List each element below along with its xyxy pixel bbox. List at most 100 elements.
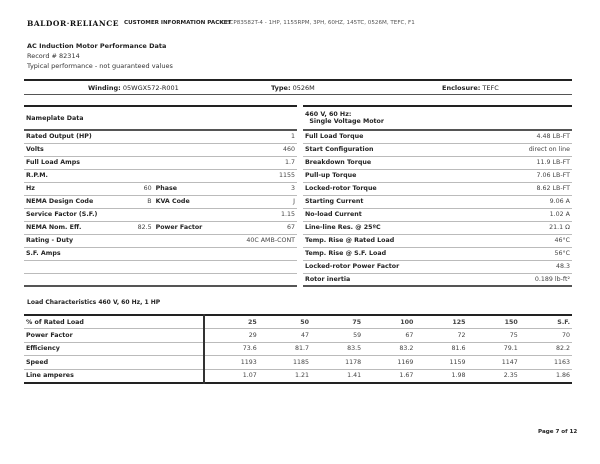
type-value: 0526M <box>292 84 315 92</box>
field-value: 56°C <box>487 247 572 261</box>
page-number: Page 7 of 12 <box>538 429 578 435</box>
nameplate-row-empty <box>24 273 297 287</box>
field-label: NEMA Nom. Eff. <box>24 221 129 235</box>
performance-row: Temp. Rise @ S.F. Load 56°C <box>303 247 572 261</box>
field-label: NEMA Design Code <box>24 195 129 209</box>
column-header: 25 <box>204 315 259 329</box>
field-label: Locked-rotor Torque <box>303 182 488 196</box>
cell-value: 1.41 <box>310 369 364 383</box>
performance-row: Start Configuration direct on line <box>303 143 572 157</box>
load-row: Efficiency 73.6 81.7 83.5 83.2 81.6 79.1 82.2 <box>24 342 572 356</box>
performance-row: Full Load Torque 4.48 LB-FT <box>303 130 572 144</box>
packet-label: CUSTOMER INFORMATION PACKET <box>124 20 232 26</box>
field-value: 1.02 A <box>487 208 572 222</box>
field-label: Full Load Amps <box>24 156 129 170</box>
field-value: 0.189 lb-ft² <box>487 273 572 287</box>
field-value: 11.9 LB-FT <box>487 156 572 170</box>
column-header: 100 <box>363 315 416 329</box>
field-value: 1155 <box>223 169 297 183</box>
field-value: B <box>128 195 154 209</box>
nameplate-table: Nameplate Data Rated Output (HP) 1 Volts 46… <box>24 105 297 287</box>
field-label: Full Load Torque <box>303 130 488 144</box>
nameplate-row-empty <box>24 260 297 274</box>
performance-row: Starting Current 9.06 A <box>303 195 572 209</box>
nameplate-row: Full Load Amps 1.7 <box>24 156 297 170</box>
winding-label: Winding: <box>88 84 121 92</box>
field-label: R.P.M. <box>24 169 129 183</box>
cell-value: 82.2 <box>519 342 572 356</box>
performance-row: Locked-rotor Power Factor 48.3 <box>303 260 572 274</box>
field-label: Start Configuration <box>303 143 488 157</box>
cell-value: 75 <box>467 328 520 343</box>
field-label: KVA Code <box>153 195 224 209</box>
field-value: 21.1 Ω <box>487 221 572 235</box>
field-label: Service Factor (S.F.) <box>24 208 129 222</box>
field-label: Line-line Res. @ 25ºC <box>303 221 488 235</box>
baldor-reliance-logo: BALDOR·RELIANCE <box>27 19 119 28</box>
cell-value: 1193 <box>204 355 259 370</box>
performance-row: No-load Current 1.02 A <box>303 208 572 222</box>
field-label: Starting Current <box>303 195 488 209</box>
field-label: Rated Output (HP) <box>24 130 129 144</box>
cell-value: 1.86 <box>519 369 572 383</box>
performance-row: Rotor inertia 0.189 lb-ft² <box>303 273 572 287</box>
column-header: 75 <box>310 315 364 329</box>
disclaimer: Typical performance - not guaranteed val… <box>27 62 173 70</box>
nameplate-title: Nameplate Data <box>24 106 297 131</box>
nameplate-row: NEMA Nom. Eff. 82.5 Power Factor 67 <box>24 221 297 235</box>
field-value: 48.3 <box>487 260 572 274</box>
performance-row: Line-line Res. @ 25ºC 21.1 Ω <box>303 221 572 235</box>
field-label: No-load Current <box>303 208 488 222</box>
field-value: 3 <box>223 182 297 196</box>
field-value: 7.06 LB-FT <box>487 169 572 183</box>
field-label: Power Factor <box>153 221 224 235</box>
field-label: Locked-rotor Power Factor <box>303 260 488 274</box>
field-value: 82.5 <box>128 221 154 235</box>
performance-table: 460 V, 60 Hz: Single Voltage Motor Full … <box>303 105 572 287</box>
nameplate-row: NEMA Design Code B KVA Code J <box>24 195 297 209</box>
cell-value: 72 <box>415 328 468 343</box>
column-header: 150 <box>467 315 520 329</box>
row-label: Efficiency <box>24 342 205 356</box>
field-value: 8.62 LB-FT <box>487 182 572 196</box>
page-title: AC Induction Motor Performance Data <box>27 42 167 50</box>
winding-value: 05WGX572-R001 <box>122 84 179 92</box>
cell-value: 1.98 <box>415 369 468 383</box>
row-label: Speed <box>24 355 205 370</box>
field-value: 1.15 <box>223 208 297 222</box>
type-label: Type: <box>271 84 291 92</box>
row-label: Line amperes <box>24 369 205 383</box>
load-row: Power Factor 29 47 59 67 72 75 70 <box>24 328 572 343</box>
winding-field: Winding: 05WGX572-R001 <box>88 84 179 92</box>
field-value: 1 <box>223 130 297 144</box>
nameplate-row: Rating - Duty 40C AMB-CONT <box>24 234 297 248</box>
cell-value: 1159 <box>415 355 468 370</box>
load-header-row: % of Rated Load 25 50 75 100 125 150 S.F. <box>24 315 572 329</box>
cell-value: 73.6 <box>204 342 259 356</box>
nameplate-row: Volts 460 <box>24 143 297 157</box>
column-header: 50 <box>258 315 311 329</box>
cell-value: 1178 <box>310 355 364 370</box>
cell-value: 47 <box>258 328 311 343</box>
enclosure-value: TEFC <box>482 84 499 92</box>
field-label: Rating - Duty <box>24 234 129 248</box>
cell-value: 79.1 <box>467 342 520 356</box>
cell-value: 1185 <box>258 355 311 370</box>
winding-bar: Winding: 05WGX572-R001 Type: 0526M Enclo… <box>24 79 572 95</box>
nameplate-row: Rated Output (HP) 1 <box>24 130 297 144</box>
nameplate-row: Service Factor (S.F.) 1.15 <box>24 208 297 222</box>
field-label: Volts <box>24 143 129 157</box>
product-description: CECP83582T-4 - 1HP, 1155RPM, 3PH, 60HZ, … <box>222 20 415 26</box>
column-header: S.F. <box>519 315 572 329</box>
field-label: Pull-up Torque <box>303 169 488 183</box>
nameplate-row: Hz 60 Phase 3 <box>24 182 297 196</box>
field-label: Rotor inertia <box>303 273 488 287</box>
cell-value: 1169 <box>363 355 416 370</box>
field-label: Hz <box>24 182 129 196</box>
field-value: 67 <box>223 221 297 235</box>
cell-value: 1147 <box>467 355 520 370</box>
performance-title: 460 V, 60 Hz: Single Voltage Motor <box>303 106 572 131</box>
field-label: Temp. Rise @ Rated Load <box>303 234 488 248</box>
cell-value: 81.7 <box>258 342 311 356</box>
performance-row: Locked-rotor Torque 8.62 LB-FT <box>303 182 572 196</box>
